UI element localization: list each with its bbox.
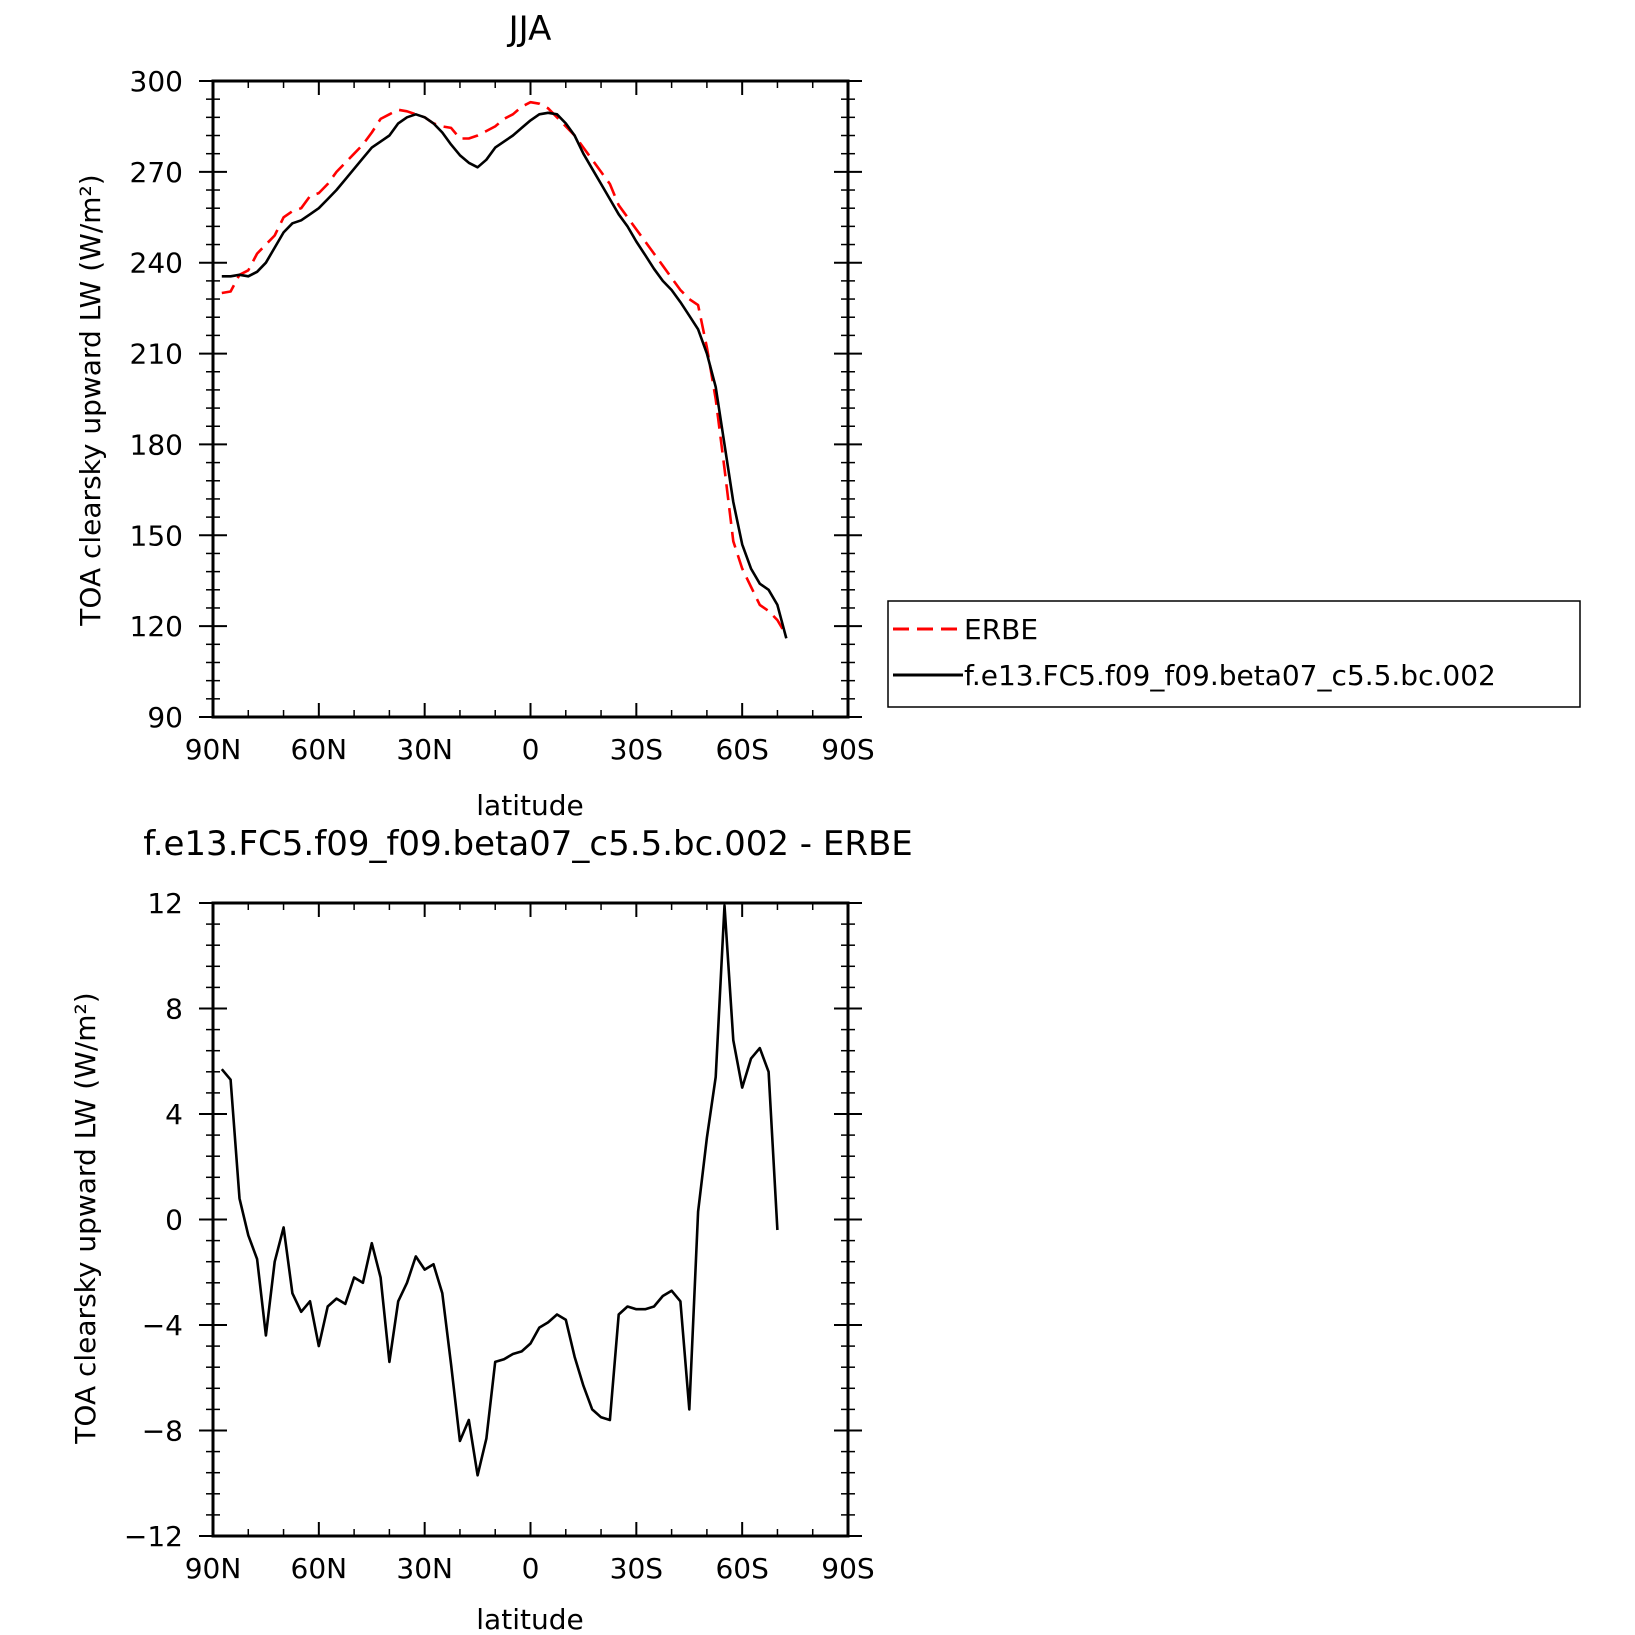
panel2-ytick-label: 8 <box>165 993 183 1026</box>
panel1-xtick-label: 60S <box>715 733 768 766</box>
panel2-ytick-label: 4 <box>165 1098 183 1131</box>
top-panel-ticks: 90N 60N 30N 0 30S 60S 90S 300 270 240 210 180 150 120… <box>130 65 875 766</box>
panel1-xtick-label: 90N <box>185 733 242 766</box>
panel2-ytick-label: −8 <box>142 1415 183 1448</box>
panel1-ytick-label: 270 <box>130 156 183 189</box>
bottom-panel-ticks: 90N 60N 30N 0 30S 60S 90S 12 8 4 0 −4 −8 −12 <box>124 887 875 1585</box>
panel1-ytick-label: 150 <box>130 519 183 552</box>
panel1-ytick-label: 300 <box>130 65 183 98</box>
panel1-xtick-label: 30N <box>396 733 453 766</box>
bottom-panel-frame <box>211 901 850 1538</box>
top-panel: JJA TOA clearsky upward LW (W/m²) latitu… <box>74 9 875 822</box>
panel2-xtick-label: 30N <box>396 1552 453 1585</box>
top-panel-frame <box>211 79 850 719</box>
panel2-xtick-label: 90S <box>821 1552 874 1585</box>
legend-box <box>887 600 1581 708</box>
bottom-panel-title: f.e13.FC5.f09_f09.beta07_c5.5.bc.002 - E… <box>143 824 913 864</box>
panel2-xtick-label: 30S <box>610 1552 663 1585</box>
panel2-ytick-label: 0 <box>165 1204 183 1237</box>
legend-label-model: f.e13.FC5.f09_f09.beta07_c5.5.bc.002 <box>964 659 1496 692</box>
panel1-xtick-label: 90S <box>821 733 874 766</box>
panel1-ytick-label: 180 <box>130 428 183 461</box>
bottom-panel-y-axis-label: TOA clearsky upward LW (W/m²) <box>69 992 102 1444</box>
panel2-ytick-label: −12 <box>124 1520 183 1553</box>
panel2-ytick-label: 12 <box>147 887 183 920</box>
bottom-panel-x-axis-label: latitude <box>476 1603 583 1635</box>
top-panel-x-axis-label: latitude <box>476 789 583 822</box>
panel1-series-line-1 <box>221 111 788 639</box>
panel1-xtick-label: 30S <box>610 733 663 766</box>
panel1-series-line-0 <box>221 100 788 636</box>
panel2-xtick-label: 0 <box>522 1552 540 1585</box>
panel2-series-line-0 <box>220 904 779 1477</box>
legend: ERBE f.e13.FC5.f09_f09.beta07_c5.5.bc.00… <box>887 600 1581 708</box>
legend-label-erbe: ERBE <box>964 613 1038 646</box>
panel2-xtick-label: 90N <box>185 1552 242 1585</box>
panel2-xtick-label: 60N <box>291 1552 348 1585</box>
panel2-ytick-label: −4 <box>142 1309 183 1342</box>
panel1-ytick-label: 90 <box>147 701 183 734</box>
bottom-panel-series <box>220 904 779 1477</box>
panel1-ytick-label: 210 <box>130 338 183 371</box>
top-panel-title: JJA <box>507 9 552 49</box>
panel1-ytick-label: 240 <box>130 247 183 280</box>
panel1-ytick-label: 120 <box>130 610 183 643</box>
panel2-xtick-label: 60S <box>715 1552 768 1585</box>
top-panel-y-axis-label: TOA clearsky upward LW (W/m²) <box>74 174 107 626</box>
panel1-xtick-label: 60N <box>291 733 348 766</box>
panel1-xtick-label: 0 <box>522 733 540 766</box>
bottom-panel: f.e13.FC5.f09_f09.beta07_c5.5.bc.002 - E… <box>69 824 913 1635</box>
top-panel-series <box>221 100 788 639</box>
